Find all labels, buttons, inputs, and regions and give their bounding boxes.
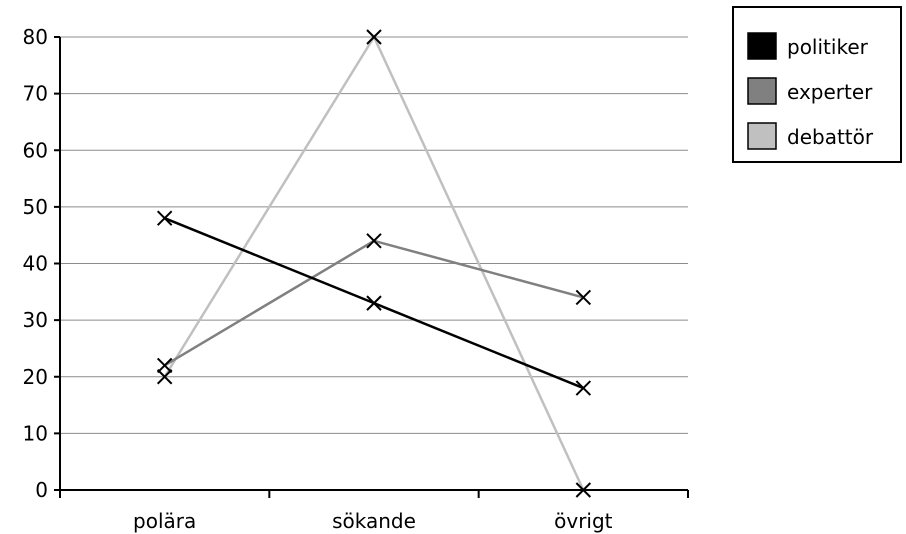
legend-swatch — [747, 77, 777, 105]
y-tick-label: 70 — [23, 82, 48, 106]
legend: politiker experter debattör — [732, 6, 902, 163]
legend-label: experter — [787, 80, 873, 104]
data-point-marker — [156, 369, 173, 385]
data-point-marker — [575, 380, 592, 396]
marker-stroke — [366, 233, 382, 249]
y-tick-label: 40 — [23, 252, 48, 276]
x-tick-label: polära — [133, 509, 196, 533]
gridlines — [60, 36, 688, 434]
x-tick-label: övrigt — [554, 509, 613, 533]
y-axis: 0 10 20 30 40 50 60 70 80 — [23, 25, 61, 502]
series-group — [156, 29, 592, 498]
marker-stroke — [366, 295, 382, 311]
marker-stroke — [575, 289, 592, 306]
x-tick-label: sökande — [332, 509, 416, 533]
marker-stroke — [156, 210, 173, 226]
marker-stroke — [575, 482, 592, 498]
marker-stroke — [156, 357, 173, 374]
legend-swatch — [747, 122, 777, 150]
data-point-marker — [575, 482, 592, 498]
data-point-marker — [575, 289, 592, 306]
marker-stroke — [575, 380, 592, 396]
y-tick-label: 20 — [23, 365, 48, 389]
legend-swatch — [747, 32, 777, 60]
marker-stroke — [156, 369, 173, 385]
y-tick-label: 10 — [23, 421, 48, 445]
y-tick-label: 0 — [35, 478, 48, 502]
data-point-marker — [156, 210, 173, 226]
y-tick-label: 80 — [23, 25, 48, 49]
legend-label: debattör — [787, 125, 874, 149]
legend-label: politiker — [787, 35, 869, 59]
marker-stroke — [366, 29, 382, 45]
y-tick-label: 50 — [23, 195, 48, 219]
x-axis: polära sökande övrigt — [59, 489, 689, 533]
data-point-marker — [366, 295, 382, 311]
data-point-marker — [366, 233, 382, 249]
data-point-marker — [156, 357, 173, 374]
data-point-marker — [366, 29, 382, 45]
y-tick-label: 60 — [23, 138, 48, 162]
y-tick-label: 30 — [23, 308, 48, 332]
